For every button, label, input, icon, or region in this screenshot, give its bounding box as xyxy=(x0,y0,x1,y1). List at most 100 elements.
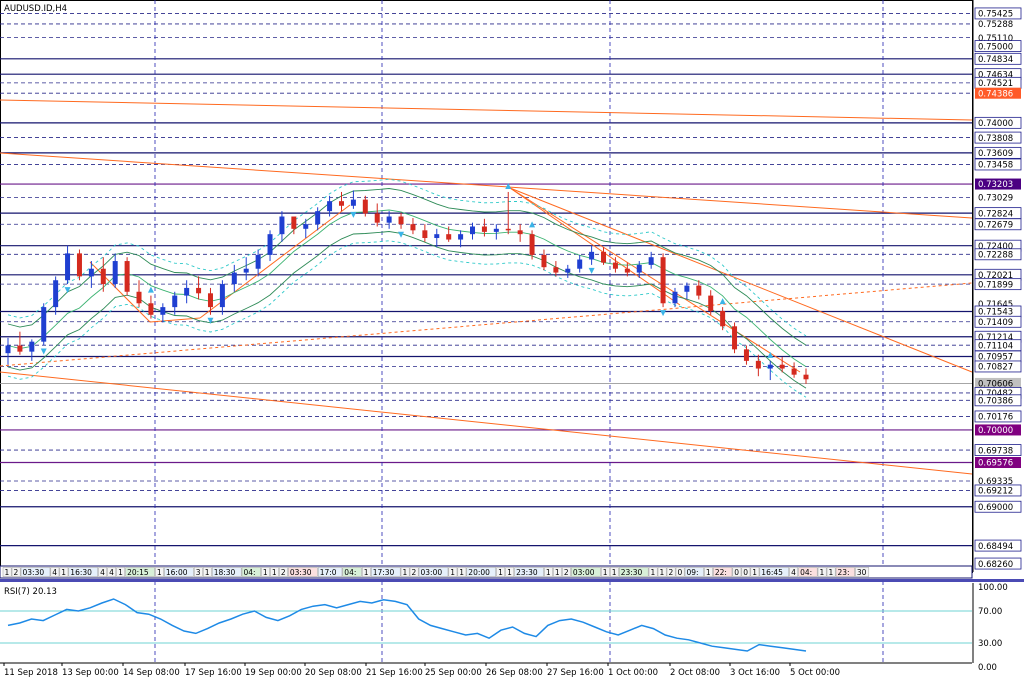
trendline xyxy=(149,317,201,323)
session-label: 4 xyxy=(791,568,796,577)
session-chip xyxy=(496,567,506,577)
candle-body xyxy=(231,272,237,285)
candle-body xyxy=(53,280,59,308)
candle-body xyxy=(743,349,749,361)
session-label: 03:30 xyxy=(290,568,312,577)
rsi-panel: 100.00 70.00 30.00 0.00 xyxy=(0,583,1008,673)
trendline xyxy=(0,282,973,367)
session-chip xyxy=(457,567,467,577)
price-tick-label: 0.70386 xyxy=(978,397,1013,407)
session-label: 2 xyxy=(669,568,674,577)
candle-body xyxy=(541,254,547,268)
candle-body xyxy=(505,228,511,231)
session-chip xyxy=(418,567,449,577)
session-label: 0 xyxy=(678,568,683,577)
price-tick-label: 0.71409 xyxy=(978,318,1013,328)
session-label: 30 xyxy=(857,568,867,577)
candle-body xyxy=(601,251,607,263)
time-tick-label: 11 Sep 2018 xyxy=(4,668,58,678)
session-chip xyxy=(193,567,203,577)
session-label: 03:00 xyxy=(421,568,443,577)
candle-body xyxy=(708,295,714,311)
candle-body xyxy=(374,213,380,223)
session-label: 1 xyxy=(61,568,66,577)
time-axis: 11 Sep 2018 13 Sep 00:00 14 Sep 08:00 17 Se… xyxy=(0,662,972,678)
rsi-tick-label: 100.00 xyxy=(978,583,1008,593)
price-tick-label: 0.71214 xyxy=(978,333,1013,343)
time-tick-label: 26 Sep 08:00 xyxy=(486,668,543,678)
price-label-box xyxy=(975,87,1021,99)
session-label: 03:30 xyxy=(23,568,45,577)
session-chip xyxy=(270,567,279,577)
price-label-box xyxy=(975,178,1021,190)
time-tick-label: 1 Oct 00:00 xyxy=(608,668,658,678)
price-label-box xyxy=(975,424,1021,436)
time-separators xyxy=(154,0,884,663)
candle-body xyxy=(243,268,249,273)
session-chip xyxy=(562,567,571,577)
fractal-arrow-icon xyxy=(147,286,154,293)
price-tick-label: 0.71899 xyxy=(978,280,1013,290)
price-tick-label: 0.72824 xyxy=(978,209,1013,219)
candle-body xyxy=(624,268,630,273)
price-tick-label: 0.75000 xyxy=(978,42,1013,52)
session-chip xyxy=(750,567,760,577)
price-tick-label: 0.74386 xyxy=(978,89,1013,99)
time-tick-label: 19 Sep 00:00 xyxy=(245,668,302,678)
time-tick-label: 25 Sep 00:00 xyxy=(425,668,482,678)
candle-body xyxy=(362,199,368,214)
time-tick-label: 2 Oct 08:00 xyxy=(670,668,720,678)
candles xyxy=(5,190,809,384)
session-label: 17:0 xyxy=(320,568,337,577)
session-label: 20:00 xyxy=(468,568,490,577)
candle-body xyxy=(767,364,773,369)
session-label: 2 xyxy=(14,568,19,577)
session-chip xyxy=(342,567,362,577)
trendline xyxy=(0,371,973,475)
candle-body xyxy=(160,307,166,315)
price-label-box xyxy=(974,116,1022,129)
session-chip xyxy=(279,567,288,577)
session-chip xyxy=(20,567,51,577)
price-tick-label: 0.69335 xyxy=(978,477,1013,487)
candle-body xyxy=(422,230,428,239)
time-tick-label: 21 Sep 16:00 xyxy=(366,668,423,678)
rsi-title: RSI(7) 20.13 xyxy=(4,587,57,597)
price-tick-label: 0.75425 xyxy=(978,10,1013,20)
session-chip xyxy=(211,567,242,577)
session-chip xyxy=(657,567,667,577)
session-label: 1 xyxy=(5,568,10,577)
price-tick-label: 0.70000 xyxy=(978,426,1013,436)
time-tick-label: 14 Sep 08:00 xyxy=(123,668,180,678)
session-label: 1 xyxy=(498,568,503,577)
candle-body xyxy=(29,341,35,352)
candle-body xyxy=(184,287,190,296)
fractal-arrow-icon xyxy=(588,267,595,274)
price-tick-label: 0.74834 xyxy=(978,55,1013,65)
time-tick-label: 3 Oct 16:00 xyxy=(730,668,780,678)
candle-body xyxy=(720,310,726,327)
session-chip xyxy=(202,567,212,577)
fractal-arrow-icon xyxy=(64,287,71,294)
candle-body xyxy=(732,326,738,350)
price-tick-label: 0.73808 xyxy=(978,134,1013,144)
session-label: 04: xyxy=(244,568,256,577)
session-label: 4 xyxy=(109,568,114,577)
session-chip xyxy=(798,567,818,577)
fractal-arrows xyxy=(40,182,774,358)
price-tick-label: 0.69212 xyxy=(978,487,1013,497)
session-label: 3 xyxy=(196,568,201,577)
price-label-box xyxy=(974,52,1022,65)
session-label: 1 xyxy=(263,568,268,577)
candle-body xyxy=(17,345,23,352)
price-label-box xyxy=(974,278,1022,291)
session-chip xyxy=(684,567,704,577)
session-label: 1 xyxy=(459,568,464,577)
session-chip xyxy=(732,567,742,577)
upper-band xyxy=(7,188,807,346)
fractal-arrow-icon xyxy=(660,310,667,317)
session-chip xyxy=(648,567,658,577)
rsi-line xyxy=(7,598,807,652)
